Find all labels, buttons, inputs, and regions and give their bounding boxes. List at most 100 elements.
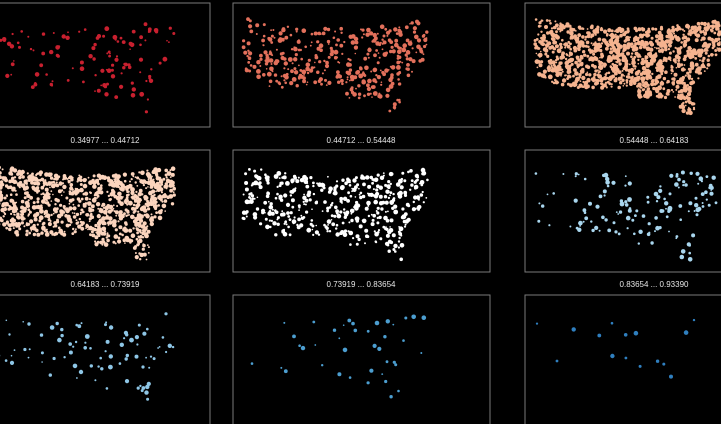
- map-dot: [388, 109, 392, 113]
- map-dot: [660, 25, 663, 29]
- map-dot: [15, 193, 18, 196]
- map-dot: [344, 212, 349, 217]
- map-dot: [617, 28, 621, 32]
- map-dot: [169, 176, 172, 179]
- map-dot: [5, 319, 8, 322]
- map-dot: [136, 203, 141, 207]
- map-dot: [114, 177, 118, 181]
- map-dot: [641, 27, 644, 30]
- map-dot: [27, 213, 31, 216]
- map-dot: [289, 211, 293, 215]
- map-dot: [686, 92, 692, 97]
- map-dot: [49, 172, 53, 177]
- map-dot: [44, 172, 49, 177]
- map-dot: [387, 210, 389, 213]
- map-dot: [276, 192, 279, 196]
- map-dot: [124, 200, 128, 204]
- map-dot: [561, 38, 564, 42]
- map-dot: [609, 65, 612, 68]
- map-dot: [283, 79, 286, 82]
- map-dot: [681, 109, 684, 112]
- map-dot: [160, 178, 163, 181]
- map-dot: [346, 199, 350, 203]
- map-dot: [625, 75, 630, 79]
- map-dot: [571, 327, 576, 332]
- map-dot: [95, 202, 101, 207]
- map-dot: [396, 60, 401, 65]
- map-dot: [108, 354, 114, 359]
- map-dot: [664, 95, 666, 98]
- map-dot: [383, 215, 388, 221]
- map-dot: [73, 190, 79, 195]
- map-dot: [106, 234, 109, 237]
- map-dot: [594, 48, 597, 52]
- map-dot: [655, 94, 659, 98]
- map-dot: [335, 180, 339, 183]
- map-dot: [309, 222, 313, 226]
- map-dot: [557, 45, 559, 47]
- map-dot: [14, 181, 18, 184]
- map-dot: [91, 197, 97, 203]
- map-dot: [375, 191, 380, 197]
- map-dot: [382, 172, 385, 175]
- map-dot: [604, 218, 608, 222]
- map-dot: [335, 43, 338, 47]
- map-dot: [17, 169, 22, 173]
- map-dot: [28, 348, 31, 351]
- map-dot: [297, 176, 300, 179]
- map-dot: [92, 174, 96, 178]
- map-dot: [577, 40, 581, 45]
- map-dot: [79, 183, 83, 186]
- map-dot: [586, 28, 589, 30]
- map-dot: [687, 46, 692, 50]
- map-dot: [65, 208, 70, 214]
- map-dot: [610, 29, 614, 33]
- map-dot: [615, 77, 618, 80]
- map-dot: [694, 62, 699, 67]
- map-dot: [140, 170, 145, 176]
- map-dot: [143, 208, 147, 212]
- map-dot: [365, 175, 370, 180]
- map-dot: [106, 205, 110, 209]
- map-dot: [602, 189, 607, 194]
- map-dot: [329, 52, 334, 57]
- map-dot: [305, 66, 310, 72]
- map-dot: [93, 194, 97, 197]
- map-dot: [152, 178, 155, 181]
- map-dot: [596, 73, 600, 77]
- map-dot: [679, 218, 682, 221]
- map-dot: [534, 172, 538, 175]
- map-dot: [112, 190, 116, 194]
- map-dot: [137, 323, 141, 327]
- map-dot: [390, 45, 394, 49]
- map-dot: [310, 41, 313, 44]
- map-dot: [27, 208, 31, 211]
- map-dot: [675, 36, 681, 42]
- map-dot: [367, 192, 369, 195]
- map-dot: [60, 333, 64, 338]
- map-dot: [616, 42, 620, 46]
- map-dot: [704, 66, 706, 69]
- map-dot: [622, 85, 625, 87]
- map-dot: [19, 180, 23, 185]
- map-dot: [569, 27, 574, 32]
- map-dot: [150, 213, 153, 216]
- map-dot: [161, 336, 165, 339]
- map-dot: [363, 94, 366, 98]
- map-dot: [373, 36, 378, 41]
- map-dot: [348, 97, 351, 99]
- map-dot: [12, 201, 16, 206]
- map-dot: [125, 353, 129, 358]
- map-dot: [253, 180, 259, 186]
- map-dot: [251, 197, 255, 201]
- map-dot: [152, 219, 155, 222]
- map-dot: [300, 178, 304, 183]
- map-dot: [610, 83, 613, 86]
- map-dot: [358, 224, 363, 229]
- map-dot: [574, 175, 577, 178]
- map-dot: [378, 215, 382, 220]
- map-dot: [645, 46, 651, 51]
- map-dot: [342, 196, 348, 201]
- map-dot: [333, 214, 337, 218]
